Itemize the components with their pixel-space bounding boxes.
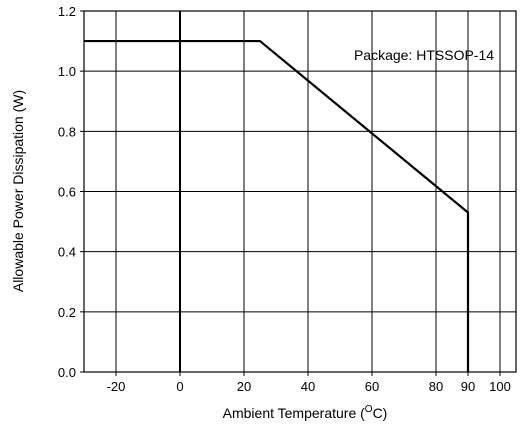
- y-tick-label: 0.4: [58, 245, 76, 260]
- y-axis-ticks: 0.0 0.2 0.4 0.6 0.8 1.0 1.2: [58, 4, 84, 380]
- series-layer: [84, 39, 470, 372]
- y-axis-label: Allowable Power Dissipation (W): [10, 90, 26, 292]
- x-axis-ticks: -20 0 20 40 60 80 90 100: [107, 372, 511, 394]
- x-axis-label: Ambient Temperature (OC): [223, 404, 388, 421]
- y-tick-label: 0.2: [58, 305, 76, 320]
- grid-lines: [84, 10, 516, 373]
- y-tick-label: 1.0: [58, 64, 76, 79]
- series-line-0: [84, 39, 470, 372]
- package-annotation: Package: HTSSOP-14: [354, 47, 494, 63]
- x-tick-label: 0: [176, 379, 183, 394]
- x-tick-label: 90: [461, 379, 475, 394]
- y-tick-label: 1.2: [58, 4, 76, 19]
- x-tick-label: 100: [489, 379, 511, 394]
- x-axis-label-main: Ambient Temperature (: [223, 405, 365, 421]
- x-tick-label: 40: [301, 379, 315, 394]
- x-tick-label: 20: [237, 379, 251, 394]
- x-tick-label: 80: [429, 379, 443, 394]
- x-tick-label: 60: [365, 379, 379, 394]
- y-tick-label: 0.8: [58, 124, 76, 139]
- x-axis-label-end: C): [373, 405, 388, 421]
- y-tick-label: 0.6: [58, 185, 76, 200]
- y-tick-label: 0.0: [58, 365, 76, 380]
- x-axis-label-superscript: O: [365, 404, 373, 415]
- x-tick-label: -20: [107, 379, 126, 394]
